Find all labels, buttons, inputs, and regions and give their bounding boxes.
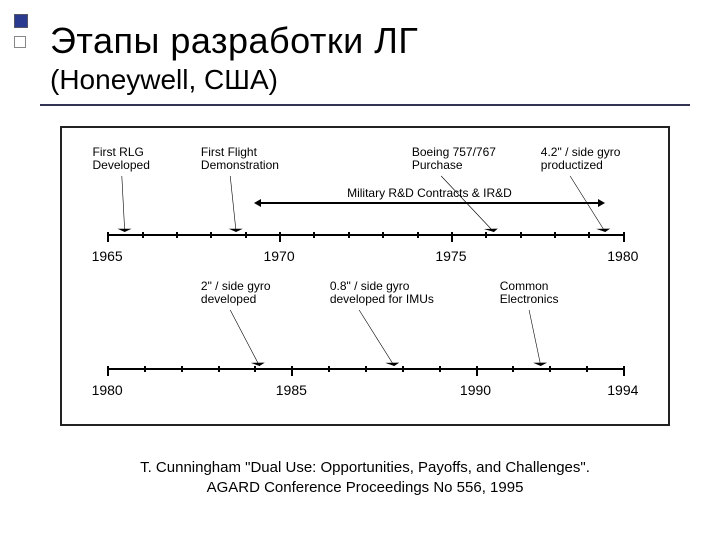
slide-accent-square [14,14,28,28]
timeline-1: 1965197019751980Military R&D Contracts &… [72,146,658,276]
citation-line-2: AGARD Conference Proceedings No 556, 199… [40,478,690,498]
citation: T. Cunningham "Dual Use: Opportunities, … [40,458,690,499]
title-divider [40,104,690,106]
timeline-figure: 1965197019751980Military R&D Contracts &… [60,126,670,426]
callout-leader-arrow [72,146,658,276]
callout-leader-arrow [72,280,658,410]
slide-accent-square-outline [14,36,26,48]
timeline-2: 19801985199019942" / side gyro developed… [72,280,658,410]
slide-title: Этапы разработки ЛГ [50,20,690,62]
citation-line-1: T. Cunningham "Dual Use: Opportunities, … [40,458,690,478]
slide-subtitle: (Honeywell, США) [50,64,690,96]
